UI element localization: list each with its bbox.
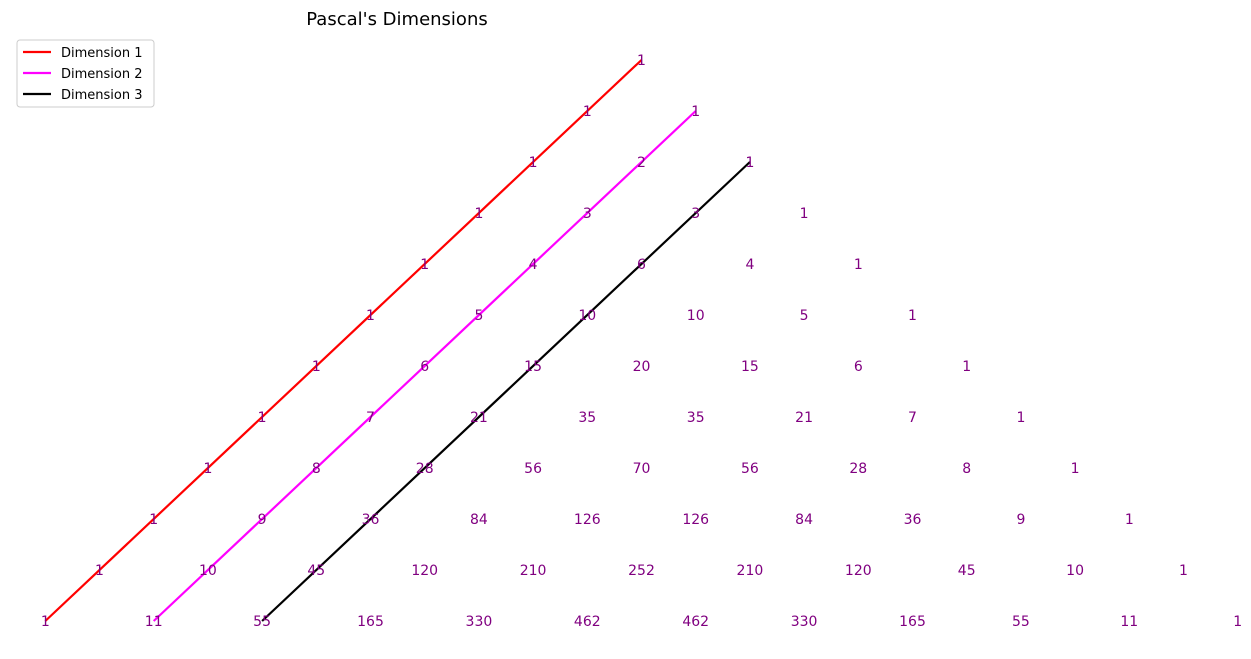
triangle-value: 15 (524, 359, 542, 375)
triangle-value: 36 (362, 512, 380, 528)
triangle-value: 1 (800, 206, 809, 222)
triangle-value: 11 (1120, 614, 1138, 630)
triangle-value: 55 (1012, 614, 1030, 630)
legend-label-2: Dimension 2 (61, 67, 143, 82)
triangle-value: 252 (628, 563, 655, 579)
triangle-value: 1 (637, 53, 646, 69)
triangle-value: 1 (908, 308, 917, 324)
triangle-value: 1 (95, 563, 104, 579)
triangle-value: 210 (737, 563, 764, 579)
triangle-value: 35 (578, 410, 596, 426)
triangle-value: 330 (791, 614, 818, 630)
triangle-value: 1 (1179, 563, 1188, 579)
triangle-value: 462 (574, 614, 601, 630)
triangle-value: 9 (258, 512, 267, 528)
triangle-value: 3 (691, 206, 700, 222)
triangle-value: 1 (583, 104, 592, 120)
triangle-value: 8 (962, 461, 971, 477)
triangle-value: 56 (741, 461, 759, 477)
triangle-value: 4 (745, 257, 754, 273)
triangle-value: 1 (312, 359, 321, 375)
triangle-value: 10 (199, 563, 217, 579)
triangle-value: 1 (41, 614, 50, 630)
triangle-value: 1 (691, 104, 700, 120)
triangle-value: 1 (420, 257, 429, 273)
legend-label-3: Dimension 3 (61, 88, 143, 103)
triangle-value: 84 (795, 512, 813, 528)
triangle-value: 10 (1066, 563, 1084, 579)
triangle-value: 210 (520, 563, 547, 579)
triangle-value: 9 (1016, 512, 1025, 528)
triangle-value: 36 (904, 512, 922, 528)
triangle-value: 3 (583, 206, 592, 222)
triangle-value: 1 (258, 410, 267, 426)
triangle-value: 4 (529, 257, 538, 273)
triangle-value: 45 (307, 563, 325, 579)
triangle-value: 1 (203, 461, 212, 477)
triangle-value: 5 (474, 308, 483, 324)
triangle-value: 35 (687, 410, 705, 426)
triangle-value: 120 (845, 563, 872, 579)
triangle-value: 10 (578, 308, 596, 324)
triangle-value: 126 (682, 512, 709, 528)
triangle-value: 126 (574, 512, 601, 528)
legend-label-1: Dimension 1 (61, 46, 143, 61)
triangle-value: 15 (741, 359, 759, 375)
triangle-value: 8 (312, 461, 321, 477)
series-line-3 (261, 161, 751, 622)
legend-frame (16, 39, 155, 108)
triangle-value: 1 (149, 512, 158, 528)
triangle-value: 1 (1233, 614, 1242, 630)
series-line-2 (152, 110, 697, 622)
chart-title: Pascal's Dimensions (306, 9, 488, 30)
triangle-value: 1 (474, 206, 483, 222)
triangle-value: 1 (529, 155, 538, 171)
triangle-value: 56 (524, 461, 542, 477)
triangle-value: 6 (637, 257, 646, 273)
triangle-value: 1 (1125, 512, 1134, 528)
triangle-value: 1 (745, 155, 754, 171)
triangle-value: 1 (962, 359, 971, 375)
triangle-value: 11 (145, 614, 163, 630)
triangle-numbers: 11 11 2 11 3 3 11 4 6 4 11 5 10 10 5 11 6 15 20 15 6 11 7 21 35 3… (41, 53, 1242, 630)
triangle-value: 1 (1071, 461, 1080, 477)
triangle-value: 45 (958, 563, 976, 579)
series-line-1 (44, 59, 643, 622)
triangle-value: 1 (854, 257, 863, 273)
triangle-value: 21 (470, 410, 488, 426)
triangle-value: 6 (420, 359, 429, 375)
legend: Dimension 1 Dimension 2 Dimension 3 (16, 39, 155, 108)
triangle-value: 165 (899, 614, 926, 630)
triangle-value: 165 (357, 614, 384, 630)
triangle-value: 2 (637, 155, 646, 171)
triangle-value: 20 (633, 359, 651, 375)
triangle-value: 462 (682, 614, 709, 630)
triangle-value: 28 (416, 461, 434, 477)
triangle-value: 84 (470, 512, 488, 528)
triangle-value: 5 (800, 308, 809, 324)
triangle-value: 1 (1016, 410, 1025, 426)
triangle-value: 28 (849, 461, 867, 477)
triangle-value: 10 (687, 308, 705, 324)
triangle-value: 7 (366, 410, 375, 426)
triangle-value: 330 (466, 614, 493, 630)
series-lines (44, 59, 751, 622)
triangle-value: 70 (633, 461, 651, 477)
triangle-value: 7 (908, 410, 917, 426)
triangle-value: 6 (854, 359, 863, 375)
triangle-value: 1 (366, 308, 375, 324)
triangle-value: 21 (795, 410, 813, 426)
triangle-value: 55 (253, 614, 271, 630)
triangle-value: 120 (411, 563, 438, 579)
